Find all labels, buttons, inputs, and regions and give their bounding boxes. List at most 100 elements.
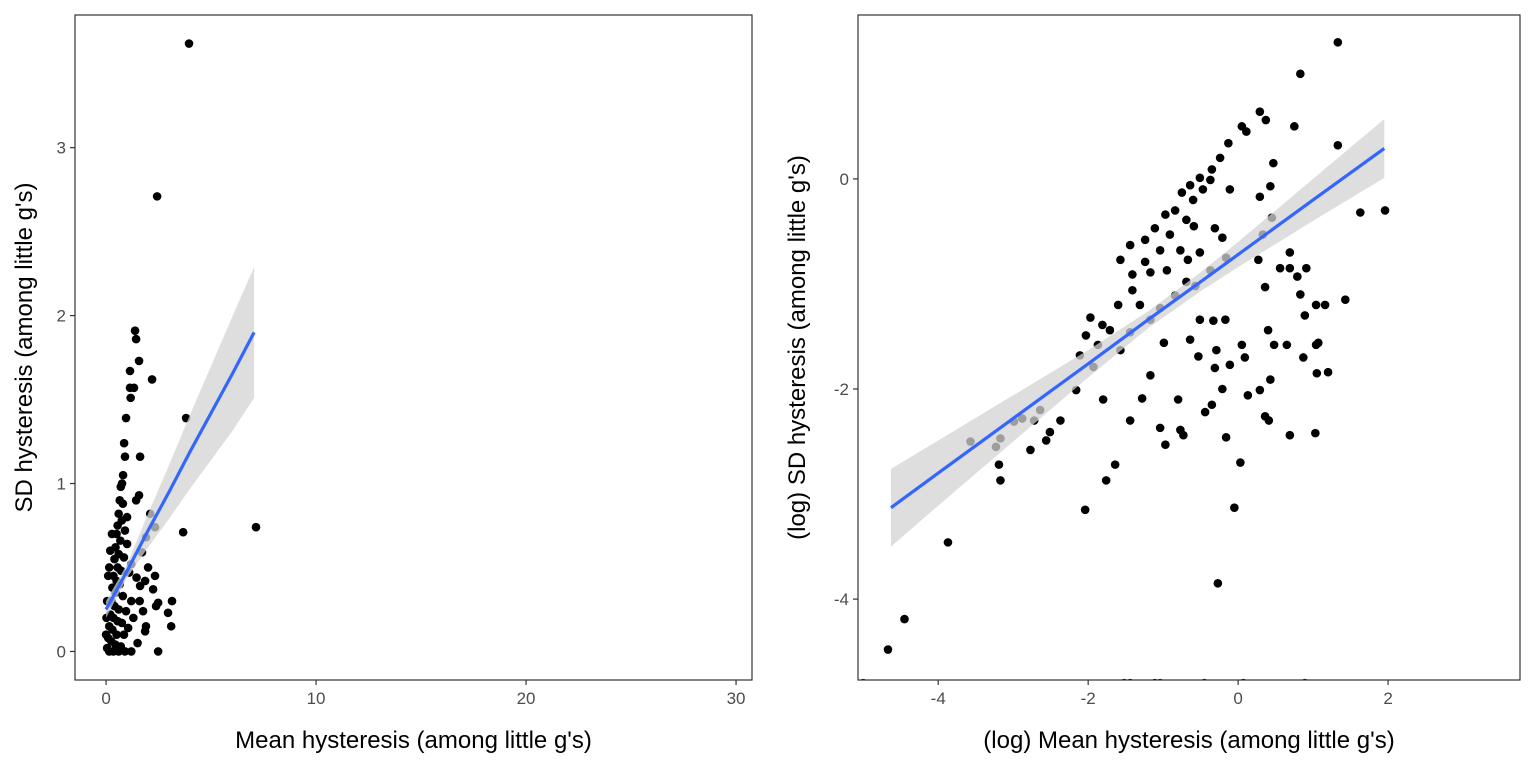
data-point [1300,311,1310,320]
data-point [1125,240,1135,250]
data-point [1218,233,1227,243]
data-point [1194,352,1203,361]
data-point [1236,458,1245,467]
data-point [1221,315,1230,324]
data-point [1260,282,1270,292]
data-point [1045,427,1055,437]
data-point [1101,476,1111,485]
data-point [1209,316,1218,326]
data-point [1215,153,1225,163]
data-point [1140,235,1150,245]
data-point [116,482,126,492]
confidence-ribbon [890,119,1385,547]
data-point [1266,375,1275,384]
data-point [153,647,163,656]
data-point [1155,246,1165,255]
data-point [1140,257,1150,267]
left-panel: 0 10 20 30 0 1 2 3 Mean hysteresis (among little… [11,14,753,754]
data-point [1311,300,1321,310]
data-point [1041,436,1051,445]
data-point [167,596,177,606]
data-point [163,608,173,618]
data-point [1285,263,1295,273]
y-tick-label: -4 [834,590,849,609]
data-point [1323,367,1333,377]
data-point [135,581,145,591]
data-point [1356,208,1365,217]
data-point [1207,400,1217,410]
data-point [129,383,139,393]
y-tick-label: 1 [57,475,66,494]
plot-frame [857,14,1521,681]
data-point [1296,69,1305,79]
data-point [1285,430,1295,440]
data-point [147,375,157,384]
data-point [114,509,123,519]
confidence-ribbon [106,266,255,618]
data-point [1056,416,1065,425]
data-point [104,563,114,572]
data-point [1161,440,1170,449]
y-tick-label: 3 [57,139,66,158]
data-point [184,39,194,48]
data-point [1195,315,1205,324]
data-point [126,596,136,606]
data-point [132,573,141,582]
data-point [143,563,153,572]
data-point [1255,192,1265,202]
plot-area [860,38,1390,680]
data-point [1161,210,1170,219]
data-point [1255,107,1265,116]
data-point [122,539,132,549]
data-point [121,413,131,423]
data-point [1195,248,1205,257]
data-point [1176,246,1185,255]
data-point [1146,268,1155,277]
x-axis-title: Mean hysteresis (among little g's) [235,727,592,754]
data-point [112,630,121,639]
data-point [1128,270,1137,279]
data-point [1380,206,1390,215]
data-point [883,645,893,654]
right-panel: -4 -2 0 2 -4 -2 0 (log) Mean hysteresis (among … [784,14,1521,754]
data-point [119,438,129,448]
data-point [1207,165,1217,174]
data-point [114,647,123,656]
data-point [117,618,127,628]
data-point [1098,320,1107,330]
data-point [1237,340,1247,350]
data-point [1116,255,1125,265]
data-point [1254,255,1263,265]
y-tick-label: 2 [57,307,66,326]
data-point [105,546,115,555]
data-point [1182,215,1191,225]
data-point [135,452,145,461]
data-point [1026,445,1035,455]
data-point [121,606,131,616]
data-point [1189,221,1199,231]
data-point [1333,140,1343,150]
data-point [900,614,909,624]
data-point [1212,345,1221,355]
data-point [1242,127,1251,136]
data-point [1125,416,1135,425]
data-point [141,621,151,631]
data-point [1282,340,1292,350]
data-point [1333,38,1343,47]
y-tick-label: 0 [57,642,66,661]
data-point [1314,338,1323,348]
x-axis-title: (log) Mean hysteresis (among little g's) [983,727,1394,754]
x-tick-label: 2 [1383,689,1392,708]
y-axis-title: (log) SD hysteresis (among little g's) [784,155,811,540]
data-point [1165,230,1175,239]
fit-line [104,331,256,611]
data-point [1302,263,1311,273]
data-point [1128,285,1137,295]
data-point [119,553,129,562]
data-point [1080,505,1090,515]
data-point [1312,368,1322,378]
data-point [1195,173,1205,183]
data-point [1210,363,1220,373]
data-point [113,521,122,530]
data-point [131,334,141,344]
